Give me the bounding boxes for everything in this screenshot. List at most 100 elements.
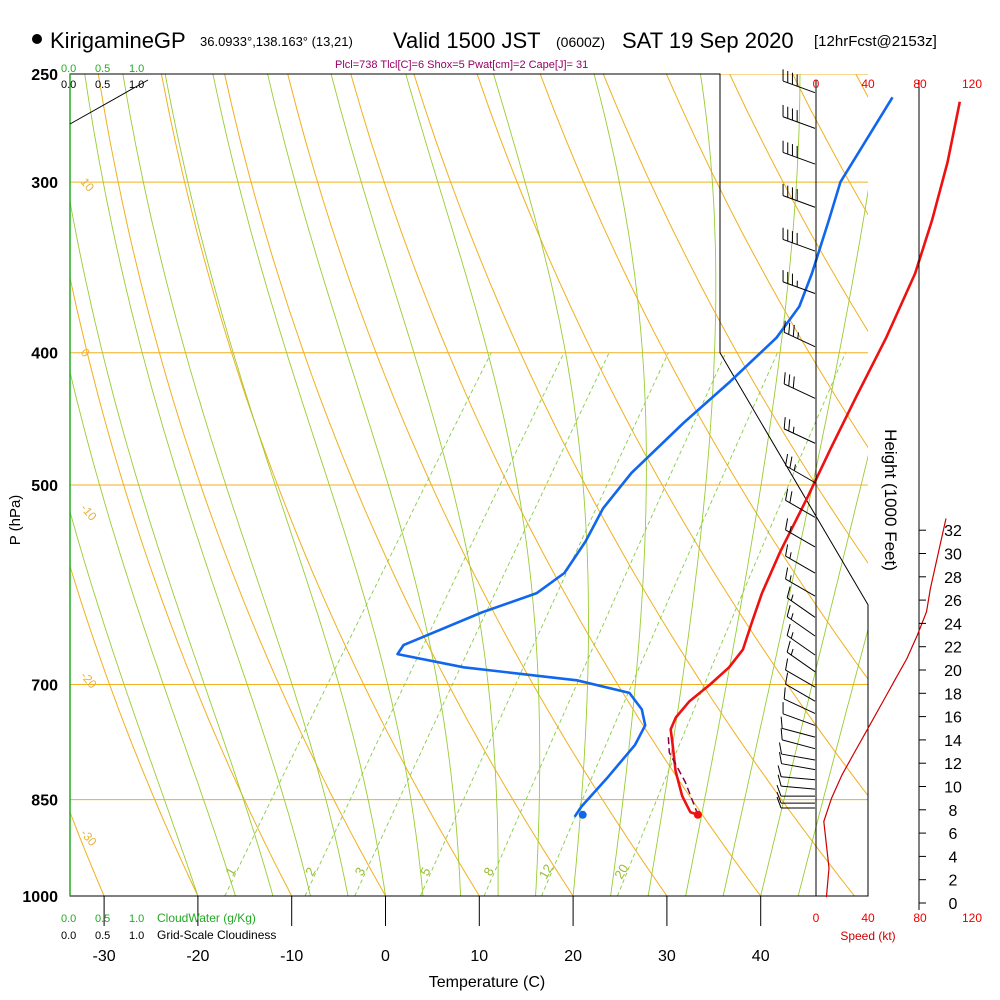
dry-adiabat xyxy=(982,74,1000,896)
wind-barb xyxy=(783,372,816,399)
barb-staff xyxy=(783,383,816,399)
speed-tick-bottom: 80 xyxy=(913,911,927,925)
height-tick-label: 30 xyxy=(944,547,962,564)
barb-staff xyxy=(782,739,816,750)
barb-staff xyxy=(782,116,816,129)
barb-flag xyxy=(776,796,782,809)
temperature-tick-label: 40 xyxy=(752,948,770,965)
temperature-line xyxy=(669,101,962,817)
dry-adiabat xyxy=(539,74,868,680)
barb-staff xyxy=(782,238,816,252)
height-tick-label: 16 xyxy=(944,710,962,727)
height-tick-label: 12 xyxy=(944,756,962,773)
barb-staff xyxy=(785,578,816,597)
mixing-ratio-lines xyxy=(224,352,846,896)
barb-staff xyxy=(786,616,816,637)
barb-staff xyxy=(782,281,816,294)
barb-staff xyxy=(786,651,816,673)
barb-flag xyxy=(788,419,791,432)
cloudiness-label: Grid-Scale Cloudiness xyxy=(157,928,276,942)
barb-flag xyxy=(792,376,795,389)
isotherm-label: -20 xyxy=(78,669,100,692)
mixing-ratio-line xyxy=(304,352,565,896)
barb-flag xyxy=(777,765,782,777)
barb-flag xyxy=(780,728,783,740)
barb-staff xyxy=(782,151,816,165)
scale-bottom-black-0: 0.0 xyxy=(61,930,76,942)
barb-half xyxy=(790,613,794,620)
height-tick-label: 2 xyxy=(949,873,958,890)
height-tick-label: 24 xyxy=(944,616,962,633)
dewpoint-line xyxy=(396,96,894,818)
wind-speed-panel: 0040408080120120024681012141618202224262… xyxy=(813,77,983,925)
height-tick-label: 0 xyxy=(949,896,958,913)
dry-adiabat xyxy=(0,74,10,896)
moist-adiabat xyxy=(760,454,868,896)
wind-barbs xyxy=(776,69,816,809)
dry-adiabat xyxy=(665,74,868,449)
dry-adiabat xyxy=(160,74,480,896)
barb-half xyxy=(797,332,799,339)
barb-flag xyxy=(785,544,789,557)
wind-barb xyxy=(778,742,816,761)
moist-adiabat xyxy=(164,74,386,896)
barb-flag xyxy=(788,322,791,335)
barb-flag xyxy=(788,374,791,387)
scale-bottom-black-1: 0.5 xyxy=(95,930,110,942)
wind-barb xyxy=(785,658,816,688)
wind-speed-line xyxy=(823,518,947,898)
mixing-ratio-line xyxy=(419,352,669,896)
barb-flag xyxy=(786,640,791,653)
wind-barb xyxy=(785,488,816,518)
dry-adiabat xyxy=(413,74,855,896)
stability-indices: Plcl=738 Tlcl[C]=6 Shox=5 Pwat[cm]=2 Cap… xyxy=(335,59,589,71)
moist-adiabat xyxy=(405,74,541,896)
wind-barb xyxy=(776,784,815,797)
barb-staff xyxy=(785,669,816,688)
temperature-tick-label: -10 xyxy=(280,948,303,965)
mixing-ratio-label: 20 xyxy=(611,862,631,882)
temperature-tick-label: -30 xyxy=(93,948,116,965)
moist-adiabat xyxy=(330,74,499,896)
height-tick-label: 10 xyxy=(944,780,962,797)
mixing-ratio-labels: 1 2 3 5 8 12 20 xyxy=(222,862,631,882)
wind-barb xyxy=(785,544,816,574)
pressure-tick-label: 500 xyxy=(31,478,58,495)
wind-barb xyxy=(783,417,816,444)
barb-staff xyxy=(786,635,816,656)
profile-series xyxy=(396,96,962,819)
scale-bottom-green-2: 1.0 xyxy=(129,913,144,925)
barb-flag xyxy=(783,320,786,333)
wind-barb xyxy=(778,752,816,771)
pressure-tick-label: 850 xyxy=(31,793,58,810)
barb-flag xyxy=(777,774,782,787)
mixing-ratio-label: 1 xyxy=(222,865,239,879)
scale-top-green-1: 0.5 xyxy=(95,63,110,75)
mixing-ratio-line xyxy=(354,352,610,896)
wind-barb xyxy=(786,586,816,618)
barb-flag xyxy=(786,586,791,598)
barb-flag xyxy=(792,324,795,337)
axes: 250 300 400 500 700 850 1000 -30 -20 -10 0 10 20 30 40 xyxy=(22,67,769,965)
wind-barb xyxy=(780,716,816,738)
dry-adiabat xyxy=(855,74,868,98)
barb-half xyxy=(793,464,796,471)
surface-dewpoint-dot xyxy=(578,810,587,819)
barb-staff xyxy=(783,331,816,348)
speed-tick-top: 0 xyxy=(813,77,820,91)
scale-bottom-black-2: 1.0 xyxy=(129,930,144,942)
height-tick-label: 22 xyxy=(944,640,962,657)
height-tick-label: 8 xyxy=(949,803,958,820)
height-tick-label: 4 xyxy=(949,849,958,866)
mixing-ratio-label: 3 xyxy=(352,865,369,879)
moist-adiabat xyxy=(212,74,424,896)
speed-tick-bottom: 0 xyxy=(813,911,820,925)
title-dot xyxy=(32,34,42,44)
barb-staff xyxy=(781,763,816,771)
dry-adiabat xyxy=(97,74,386,896)
barb-staff xyxy=(782,727,816,738)
temperature-tick-label: -20 xyxy=(186,948,209,965)
moist-adiabat xyxy=(593,74,647,896)
height-axis-title: Height (1000 Feet) xyxy=(881,429,900,571)
dry-adiabat xyxy=(476,74,868,797)
